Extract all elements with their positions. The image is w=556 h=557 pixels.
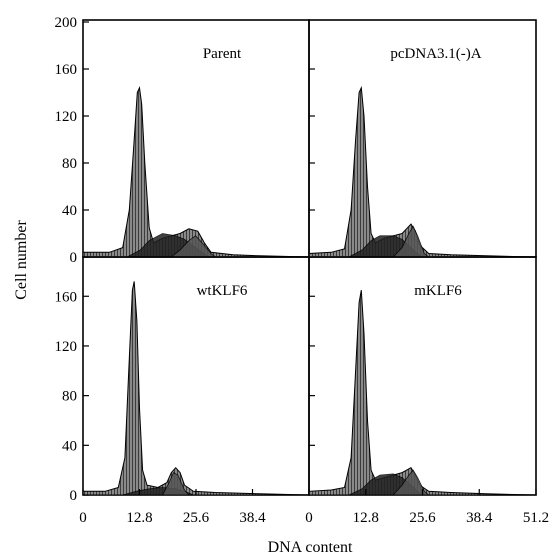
y-tick-label: 40 bbox=[62, 438, 77, 454]
x-tick-label: 25.6 bbox=[183, 510, 210, 526]
panel-3: 0 40 80 120 160 0 12.8 25.6 38.4 wtKLF6 bbox=[55, 256, 310, 526]
y-tick-label: 0 bbox=[70, 488, 78, 504]
series-1-area bbox=[308, 85, 537, 258]
x-tick-label: 25.6 bbox=[409, 510, 436, 526]
x-axis-title: DNA content bbox=[268, 539, 353, 556]
series-1-area bbox=[82, 281, 310, 496]
y-tick-label: 200 bbox=[55, 15, 78, 31]
y-tick-label: 160 bbox=[55, 62, 78, 78]
series-3-area bbox=[161, 472, 190, 496]
x-tick-label: 0 bbox=[79, 510, 87, 526]
y-axis-title: Cell number bbox=[13, 220, 30, 300]
panel-title: wtKLF6 bbox=[197, 283, 248, 299]
y-tick-label: 120 bbox=[55, 109, 78, 125]
panel-title: pcDNA3.1(-)A bbox=[390, 46, 481, 62]
panel-1: 0 40 80 120 160 200 Parent bbox=[55, 15, 310, 266]
y-tick-label: 40 bbox=[62, 203, 77, 219]
y-tick-label: 0 bbox=[70, 250, 78, 266]
series-3-area bbox=[392, 469, 430, 496]
x-tick-label: 12.8 bbox=[353, 510, 379, 526]
y-tick-label: 120 bbox=[55, 339, 78, 355]
panel-title: mKLF6 bbox=[414, 283, 462, 299]
panel-4: 0 12.8 25.6 38.4 51.2 mKLF6 bbox=[305, 256, 549, 526]
panel-2: pcDNA3.1(-)A bbox=[308, 19, 537, 258]
x-tick-label: 0 bbox=[305, 510, 313, 526]
x-tick-label: 38.4 bbox=[466, 510, 493, 526]
y-tick-label: 80 bbox=[62, 156, 77, 172]
x-tick-label: 51.2 bbox=[523, 510, 549, 526]
y-tick-label: 160 bbox=[55, 289, 78, 305]
series-1-area bbox=[308, 290, 537, 496]
x-tick-label: 38.4 bbox=[239, 510, 266, 526]
x-tick-label: 12.8 bbox=[126, 510, 152, 526]
panel-title: Parent bbox=[203, 46, 242, 62]
y-tick-label: 80 bbox=[62, 389, 77, 405]
series-1-area bbox=[82, 86, 310, 258]
panel-frame bbox=[82, 19, 310, 258]
